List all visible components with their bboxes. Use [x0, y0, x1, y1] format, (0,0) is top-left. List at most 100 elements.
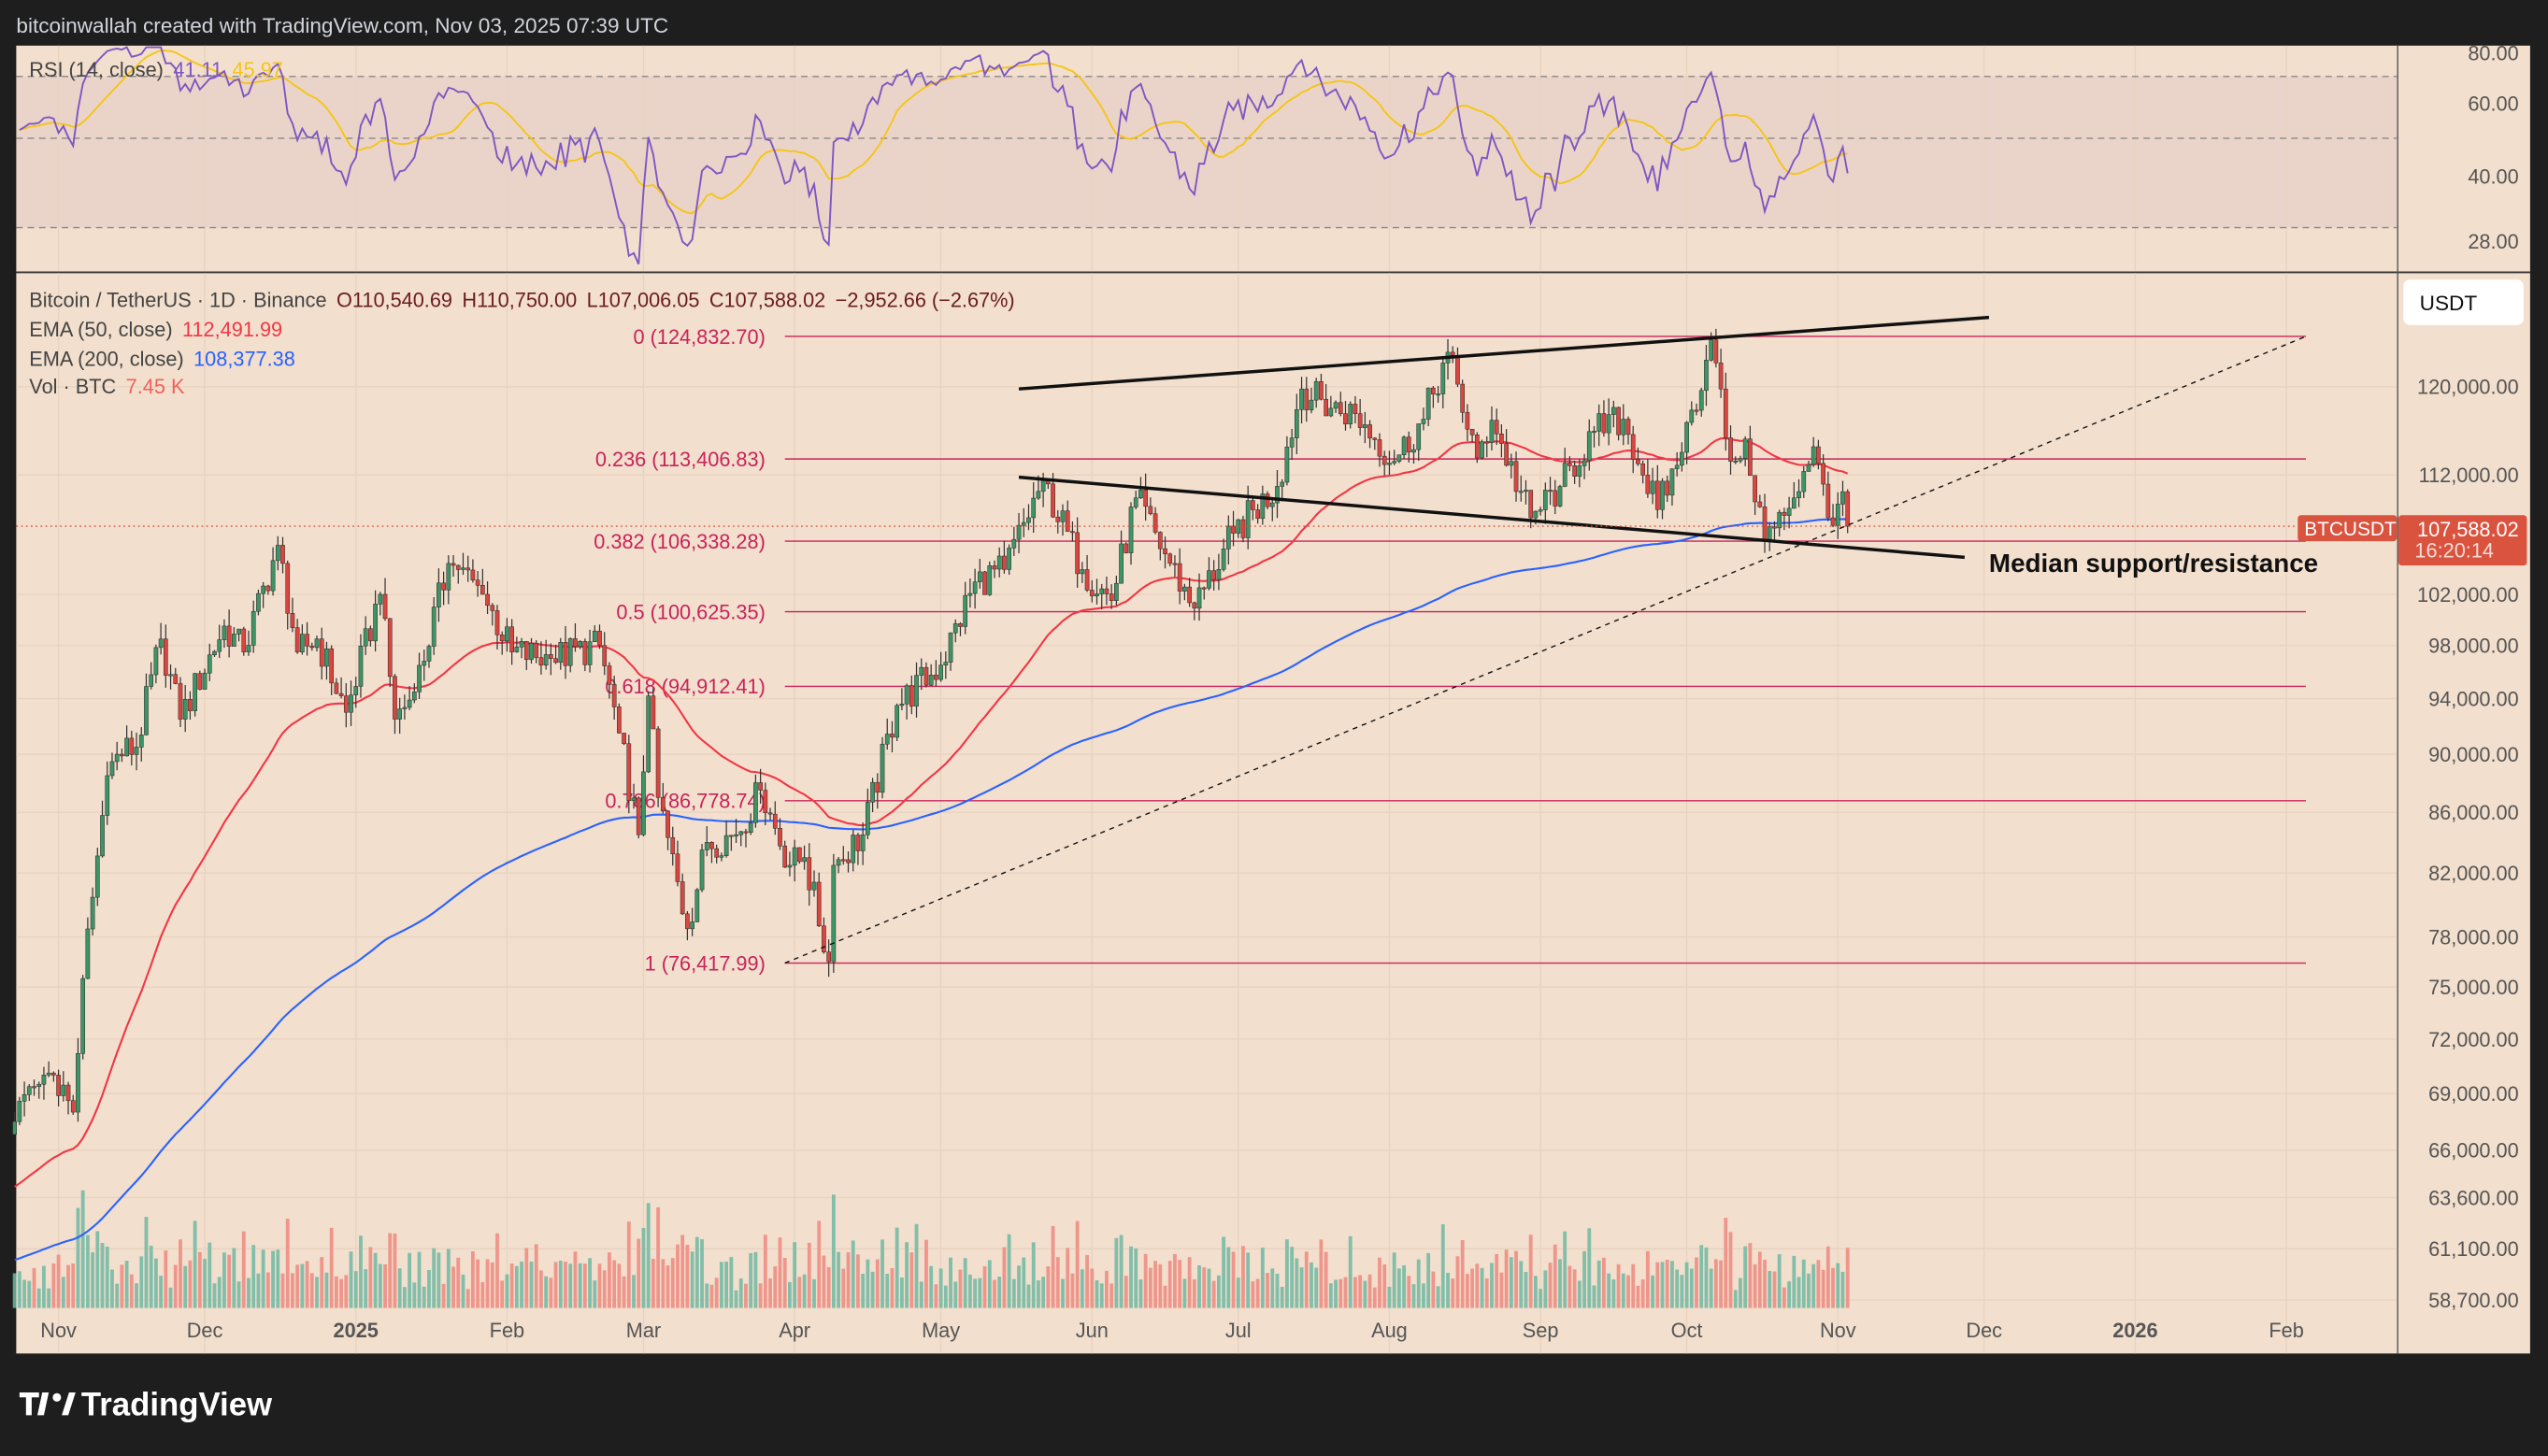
volume-bar [1290, 1247, 1295, 1308]
candle-up [719, 855, 724, 858]
candle-down [1757, 501, 1763, 507]
volume-bar [539, 1270, 543, 1308]
candle-down [1636, 459, 1640, 464]
candle-down [1782, 511, 1787, 516]
volume-bar [1314, 1267, 1319, 1308]
candle-down [855, 835, 861, 851]
volume-bar [188, 1260, 193, 1308]
volume-bar [505, 1274, 509, 1308]
volume-bar [446, 1249, 451, 1308]
volume-bar [349, 1251, 353, 1308]
candle-up [363, 628, 368, 647]
volume-bar [1148, 1267, 1152, 1308]
candle-up [972, 581, 978, 594]
price-pane[interactable] [16, 273, 2530, 1354]
volume-bar [1222, 1236, 1226, 1308]
volume-bar [1763, 1260, 1767, 1308]
volume-bar [1616, 1263, 1621, 1308]
candle-down [1528, 490, 1534, 519]
volume-bar [291, 1273, 294, 1308]
volume-bar [837, 1251, 840, 1308]
candle-down [1830, 517, 1836, 526]
volume-bar [1343, 1277, 1348, 1308]
rsi-tick: 40.00 [2468, 165, 2518, 189]
volume-bar [1470, 1268, 1475, 1308]
volume-bar [514, 1265, 519, 1308]
candle-down [65, 1084, 71, 1101]
candle-up [124, 737, 129, 757]
volume-bar [1640, 1278, 1645, 1308]
candle-up [270, 560, 276, 592]
volume-bar [422, 1286, 426, 1308]
time-tick: May [922, 1319, 960, 1342]
volume-bar [987, 1260, 992, 1308]
volume-bar [899, 1278, 904, 1308]
volume-bar [1709, 1268, 1713, 1308]
price-tick: 78,000.00 [2428, 925, 2519, 949]
volume-bar [1197, 1264, 1201, 1308]
volume-bar [1396, 1268, 1401, 1308]
volume-bar [164, 1249, 168, 1308]
candle-up [1260, 493, 1266, 520]
fib-level-label: 0.382 (106,338.28) [594, 530, 766, 553]
candle-down [660, 797, 666, 812]
rsi-pane[interactable] [16, 45, 2530, 272]
volume-bar [1304, 1251, 1309, 1308]
candle-down [666, 810, 670, 838]
volume-bar [1596, 1260, 1601, 1308]
candle-up [851, 835, 856, 864]
volume-bar [1105, 1270, 1109, 1308]
volume-bar [197, 1251, 202, 1308]
candle-down [1504, 443, 1509, 466]
volume-bar [1338, 1278, 1343, 1308]
candle-down [197, 673, 203, 690]
candle-up [1621, 419, 1626, 435]
candle-up [987, 565, 993, 595]
volume-bar [564, 1261, 567, 1308]
currency-button[interactable] [2403, 279, 2524, 325]
candle-up [212, 650, 217, 655]
volume-bar [168, 1287, 173, 1308]
candle-up [1806, 464, 1811, 472]
price-tick: 112,000.00 [2419, 464, 2519, 487]
volume-bar [1484, 1278, 1489, 1308]
volume-bar [1558, 1259, 1562, 1308]
volume-bar [709, 1284, 714, 1308]
candle-down [772, 813, 778, 829]
candle-up [1392, 461, 1396, 464]
candle-down [494, 610, 500, 635]
volume-bar [705, 1283, 709, 1308]
symbol-legend: Bitcoin / TetherUS · 1D · Binance O110,54… [29, 289, 1014, 312]
volume-bar [1422, 1283, 1425, 1308]
volume-bar [822, 1255, 826, 1308]
volume-bar [949, 1257, 952, 1308]
volume-bar [919, 1281, 923, 1308]
volume-bar [432, 1248, 437, 1308]
candle-up [1592, 431, 1596, 434]
volume-bar [734, 1290, 738, 1308]
volume-bar [1645, 1250, 1650, 1308]
tradingview-logo[interactable]: TradingView [19, 1387, 273, 1422]
candle-down [1499, 433, 1504, 444]
candle-down [1718, 363, 1724, 390]
candle-down [1572, 465, 1577, 477]
price-tick: 61,100.00 [2428, 1237, 2519, 1261]
volume-bar [412, 1282, 417, 1308]
volume-bar [529, 1261, 534, 1308]
volume-bar [1207, 1268, 1211, 1308]
volume-bar [285, 1219, 290, 1308]
candle-down [1484, 441, 1490, 444]
candle-up [690, 921, 694, 930]
candle-down [1630, 434, 1636, 460]
candle-up [699, 849, 705, 891]
candle-down [309, 646, 315, 649]
price-tick: 82,000.00 [2428, 862, 2519, 885]
volume-bar [1845, 1248, 1850, 1308]
volume-bar [1026, 1284, 1031, 1308]
volume-bar [1090, 1268, 1095, 1308]
volume-bar [71, 1263, 76, 1308]
last-price-text: 107,588.02 [2417, 518, 2519, 541]
volume-bar [383, 1263, 387, 1308]
price-tick: 94,000.00 [2428, 687, 2519, 710]
